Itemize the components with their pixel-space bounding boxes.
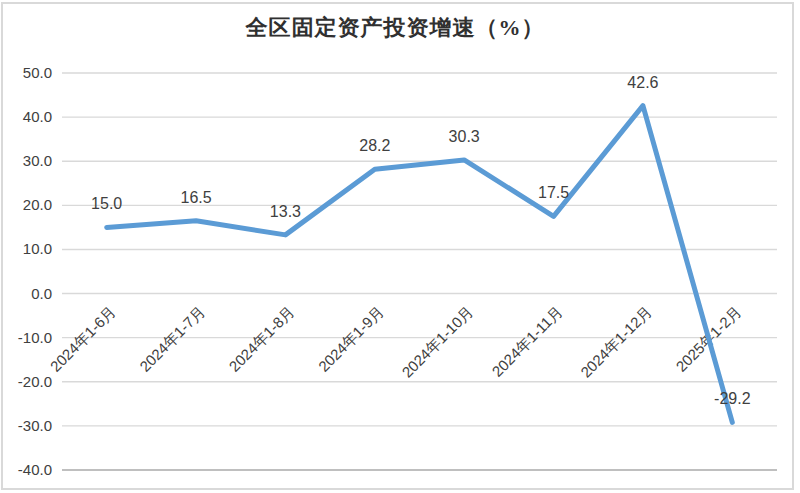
data-point-label: 13.3	[270, 203, 301, 220]
y-axis-tick-label: 50.0	[23, 64, 52, 81]
y-axis-tick-label: 10.0	[23, 240, 52, 257]
data-point-label: 16.5	[180, 189, 211, 206]
chart-container: 全区固定资产投资增速（%） 50.0 40.0 30.0 20.0 10.0 0.0 -10…	[0, 0, 800, 493]
data-point-label: 15.0	[91, 195, 122, 212]
data-point-label: 42.6	[627, 74, 658, 91]
y-axis-tick-label: -30.0	[18, 417, 52, 434]
y-axis-tick-label: 0.0	[31, 285, 52, 302]
line-chart-plot: 50.0 40.0 30.0 20.0 10.0 0.0 -10.0 -20.0 -30.0 -4…	[0, 0, 800, 493]
x-axis-tick-label: 2024年1-9月	[315, 303, 387, 375]
y-axis-tick-label: -40.0	[18, 461, 52, 478]
data-point-label: -29.2	[714, 390, 751, 407]
x-axis-tick-label: 2024年1-6月	[47, 303, 119, 375]
y-axis-tick-label: 30.0	[23, 152, 52, 169]
data-point-label: 30.3	[449, 128, 480, 145]
y-axis-tick-label: -10.0	[18, 329, 52, 346]
x-axis-tick-label: 2024年1-10月	[398, 303, 476, 381]
chart-title: 全区固定资产投资增速（%）	[0, 13, 790, 43]
x-axis-tick-label: 2024年1-11月	[488, 303, 565, 380]
data-point-label: 17.5	[538, 184, 569, 201]
data-point-label: 28.2	[359, 137, 390, 154]
x-axis-tick-label: 2024年1-7月	[136, 303, 208, 375]
x-axis-tick-label: 2024年1-8月	[225, 303, 297, 375]
y-axis-tick-label: 20.0	[23, 196, 52, 213]
x-axis-tick-label: 2024年1-12月	[577, 303, 655, 381]
data-series-line	[107, 106, 733, 423]
y-axis-tick-label: 40.0	[23, 108, 52, 125]
y-axis-tick-label: -20.0	[18, 373, 52, 390]
